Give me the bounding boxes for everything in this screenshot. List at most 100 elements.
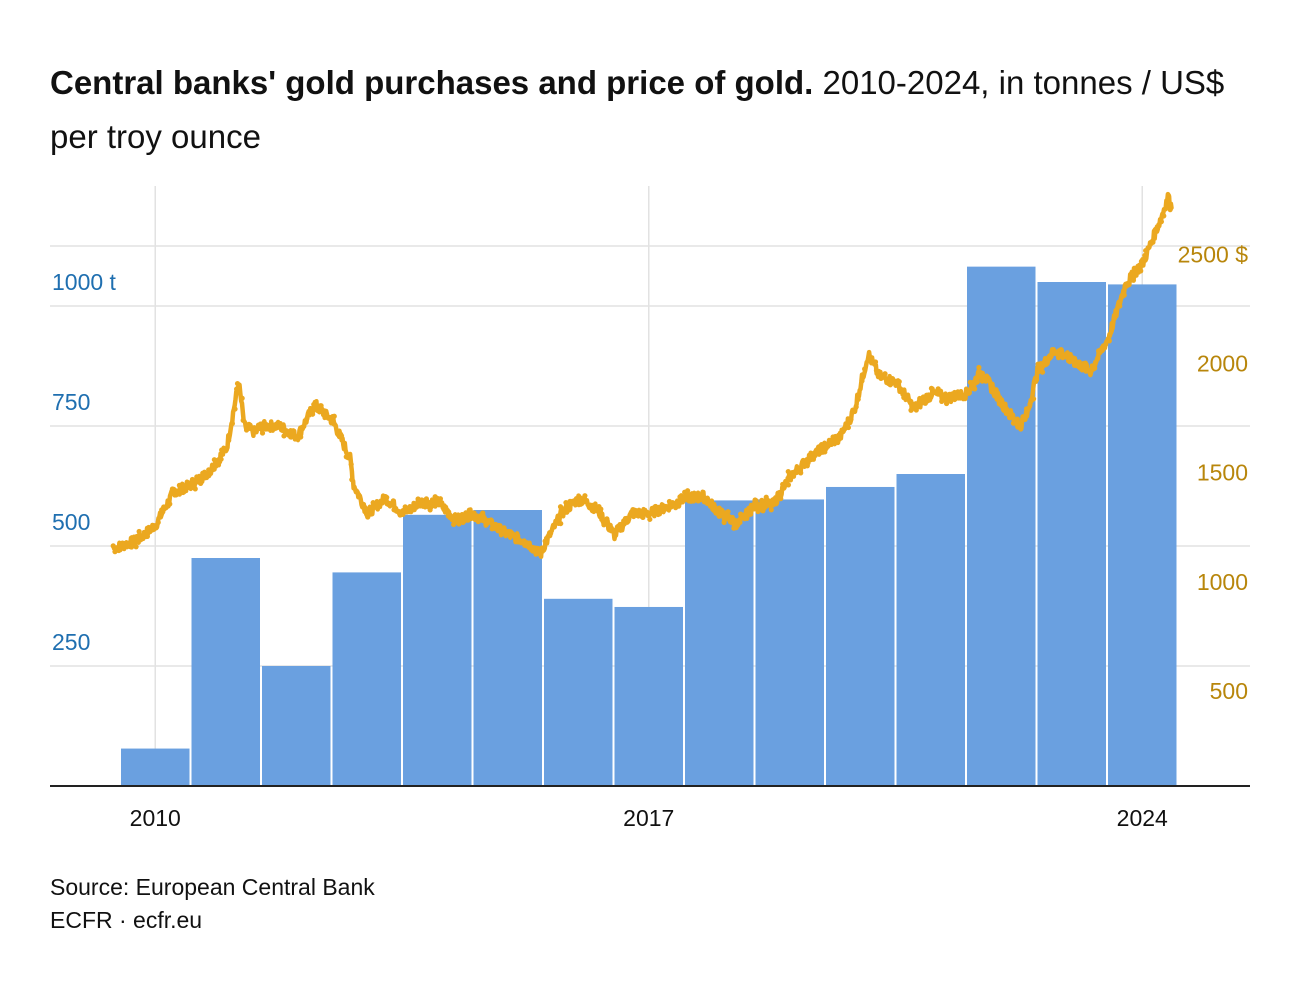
- price-point: [896, 379, 902, 385]
- axis-labels: 250 500 750 1000 t 500 1000 1500 2000 2500 $ 2010…: [52, 242, 1248, 831]
- price-point: [432, 494, 438, 500]
- price-point: [801, 458, 808, 464]
- chart-subtitle: 2010-2024, in tonnes / US$ per troy ounc…: [50, 64, 1225, 155]
- price-point: [155, 519, 161, 525]
- bar-2014: [403, 514, 472, 786]
- price-point: [889, 377, 895, 383]
- price-point: [232, 406, 238, 412]
- price-point: [362, 507, 368, 514]
- price-point: [487, 519, 493, 525]
- price-point: [555, 515, 562, 521]
- price-point: [281, 433, 287, 439]
- price-point: [209, 467, 215, 473]
- price-point: [832, 433, 838, 440]
- price-point: [226, 437, 232, 444]
- price-point: [822, 449, 828, 455]
- price-point: [690, 498, 697, 504]
- price-point: [739, 515, 745, 521]
- price-point: [197, 476, 203, 482]
- price-point: [589, 508, 595, 514]
- price-point: [948, 396, 955, 402]
- chart-title-bold: Central banks' gold purchases and price …: [50, 64, 814, 101]
- price-point: [893, 382, 899, 388]
- price-point: [640, 510, 646, 516]
- price-point: [882, 371, 888, 377]
- price-point: [962, 396, 968, 402]
- price-point: [676, 503, 682, 509]
- price-point: [640, 514, 646, 521]
- price-point: [716, 505, 722, 511]
- price-point: [1014, 421, 1020, 427]
- price-point: [1128, 271, 1135, 277]
- price-point: [730, 518, 736, 525]
- price-point: [748, 502, 754, 508]
- price-point: [259, 430, 266, 436]
- credit-note: ECFR · ecfr.eu: [50, 907, 203, 933]
- bar-2020: [826, 486, 895, 786]
- price-point: [721, 519, 727, 525]
- price-point: [234, 380, 241, 387]
- price-point: [624, 519, 630, 525]
- bar-2019: [755, 499, 824, 786]
- price-point: [149, 527, 155, 533]
- price-point: [211, 457, 217, 463]
- price-point: [176, 482, 183, 488]
- price-point: [246, 421, 252, 427]
- price-point: [635, 511, 642, 517]
- price-point: [360, 501, 367, 508]
- left-tick-label-750: 750: [52, 389, 90, 415]
- price-point: [240, 417, 246, 423]
- price-point: [787, 471, 793, 478]
- price-point: [318, 403, 324, 409]
- price-point: [952, 389, 958, 396]
- price-point: [427, 500, 433, 507]
- price-point: [523, 543, 530, 549]
- source-note: Source: European Central Bank: [50, 874, 375, 900]
- price-point: [943, 400, 950, 407]
- price-point: [223, 447, 229, 453]
- price-point: [463, 510, 469, 516]
- price-point: [1161, 213, 1167, 219]
- price-point: [496, 522, 502, 529]
- price-point: [252, 428, 258, 435]
- price-point: [1107, 332, 1113, 339]
- price-point: [737, 519, 743, 526]
- bar-2024: [1108, 284, 1177, 786]
- bar-2022: [967, 266, 1036, 786]
- price-point: [1103, 341, 1109, 348]
- price-point: [477, 515, 484, 521]
- price-point: [649, 511, 656, 517]
- price-point: [704, 495, 711, 501]
- price-point: [349, 477, 355, 483]
- price-point: [176, 491, 183, 497]
- price-point: [331, 421, 337, 427]
- price-point: [1167, 202, 1174, 208]
- price-point: [1088, 367, 1094, 374]
- x-tick-label-2010: 2010: [130, 805, 181, 831]
- price-point: [920, 394, 926, 400]
- price-point: [922, 400, 928, 406]
- price-point: [1121, 292, 1127, 298]
- price-point: [1039, 369, 1046, 375]
- price-point: [862, 366, 868, 372]
- price-point: [582, 493, 588, 499]
- price-point: [125, 540, 131, 546]
- right-tick-label-1000: 1000: [1197, 569, 1248, 595]
- price-point: [189, 476, 196, 483]
- price-point: [658, 507, 664, 513]
- price-point: [290, 428, 296, 434]
- price-point: [299, 424, 305, 430]
- price-point: [347, 453, 353, 459]
- price-point: [770, 501, 776, 507]
- price-point: [835, 439, 841, 446]
- price-point: [979, 370, 986, 376]
- price-point: [460, 519, 466, 525]
- price-point: [133, 544, 139, 550]
- price-point: [1112, 315, 1118, 321]
- price-point: [451, 521, 457, 528]
- price-point: [1099, 347, 1105, 354]
- price-point: [331, 413, 337, 419]
- price-point: [423, 496, 430, 502]
- price-point: [775, 492, 781, 498]
- price-point: [598, 506, 604, 512]
